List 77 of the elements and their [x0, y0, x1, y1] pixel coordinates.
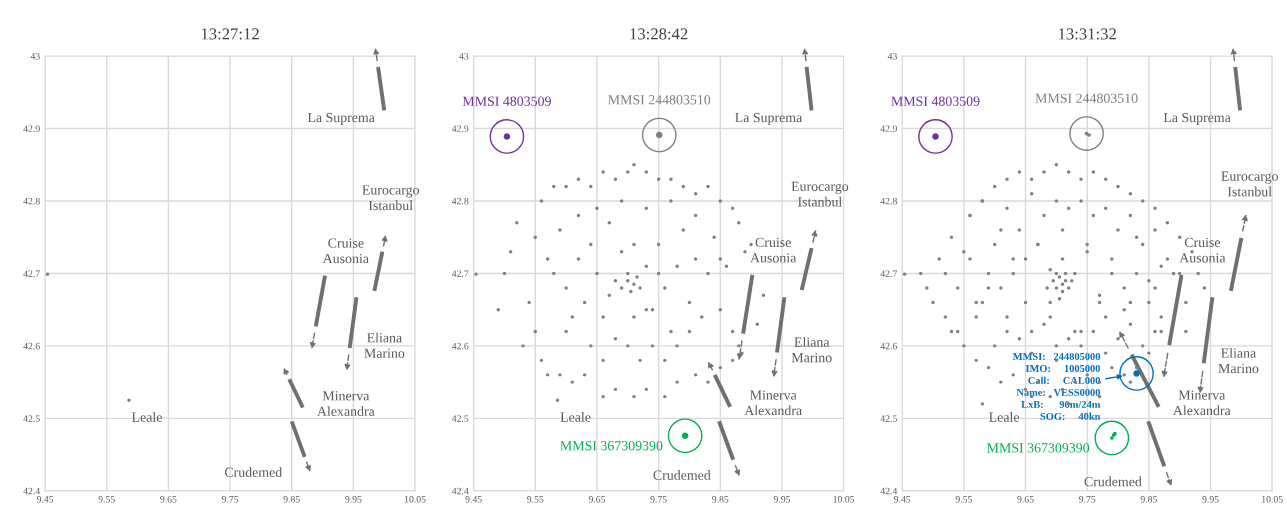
series-label: MMSI 4803509	[462, 96, 551, 106]
y-tick-label: 42.4	[880, 487, 898, 495]
x-tick-label: 9.65	[1017, 496, 1034, 503]
chart-title: 13:31:32	[1059, 28, 1116, 40]
y-tick-label: 42.9	[880, 125, 897, 133]
annotation: Leale	[560, 412, 591, 422]
annotation: Eurocargo Istanbul	[791, 181, 849, 207]
annotation: La Suprema	[735, 112, 803, 126]
point	[641, 117, 677, 153]
y-tick-label: 42.7	[451, 270, 469, 277]
x-tick-label: 9.65	[588, 496, 606, 503]
y-tick-label: 43	[30, 52, 40, 60]
y-tick-label: 42.5	[451, 415, 469, 422]
annotation: Minerva Alexandra	[317, 391, 375, 416]
point	[1119, 356, 1154, 391]
x-tick-label: 9.65	[160, 496, 177, 503]
point	[918, 119, 953, 154]
point	[489, 119, 525, 154]
x-tick-label: 9.85	[1140, 496, 1157, 503]
y-tick-label: 42.7	[880, 270, 898, 277]
x-tick-label: 9.45	[893, 496, 911, 503]
annotation: Crudemed	[1084, 476, 1142, 487]
annotation: Eliana Marino	[364, 332, 405, 358]
annotation: Eliana Marino	[1218, 347, 1259, 374]
chart-title: 13:28:42	[630, 28, 688, 40]
annotation: Crudemed	[224, 467, 283, 477]
series-label: MMSI 4803509	[891, 96, 980, 106]
x-tick-label: 9.75	[221, 496, 239, 503]
y-tick-label: 42.9	[451, 125, 469, 133]
x-tick-label: 9.55	[98, 496, 115, 503]
chart-title: 13:27:12	[201, 28, 259, 40]
y-tick-label: 42.6	[880, 342, 898, 350]
y-tick-label: 42.9	[23, 125, 40, 133]
annotation: La Suprema	[307, 112, 375, 126]
annotation: Crudemed	[653, 470, 711, 480]
y-tick-label: 42.8	[23, 197, 40, 205]
annotation: Eliana Marino	[791, 337, 832, 363]
y-tick-label: 42.8	[880, 197, 897, 205]
series-label: MMSI 244803510	[1035, 93, 1138, 103]
x-tick-label: 9.75	[650, 496, 667, 503]
x-tick-label: 9.45	[36, 496, 54, 503]
x-tick-label: 9.45	[465, 496, 482, 503]
y-tick-label: 42.4	[451, 487, 469, 495]
y-tick-label: 43	[887, 52, 897, 60]
y-tick-label: 42.6	[451, 342, 469, 350]
x-tick-label: 9.85	[712, 496, 729, 503]
x-tick-label: 9.95	[345, 496, 362, 503]
annotation: Leale	[131, 412, 162, 422]
y-tick-label: 42.5	[880, 415, 897, 422]
annotation: Eurocargo Istanbul	[362, 185, 419, 211]
y-tick-label: 42.4	[23, 487, 41, 495]
x-tick-label: 9.95	[1202, 496, 1219, 503]
annotation: Cruise Ausonia	[750, 237, 797, 263]
y-tick-label: 42.8	[451, 197, 469, 205]
x-tick-label: 10.05	[833, 496, 855, 503]
annotation: Eurocargo Istanbul	[1221, 171, 1278, 197]
x-tick-label: 9.55	[527, 496, 544, 503]
x-tick-label: 10.05	[404, 496, 426, 503]
y-tick-label: 43	[459, 52, 469, 60]
annotation: Cruise Ausonia	[322, 238, 369, 264]
series-label: MMSI 367309390	[560, 441, 663, 451]
point	[667, 418, 703, 454]
annotation: Cruise Ausonia	[1179, 237, 1226, 263]
annotation: Minerva Alexandra	[744, 390, 802, 416]
series-label: MMSI 244803510	[608, 95, 711, 105]
series-label: MMSI 367309390	[987, 443, 1090, 453]
annotation: La Suprema	[1163, 112, 1231, 126]
x-tick-label: 9.85	[283, 496, 300, 503]
x-tick-label: 10.05	[1262, 496, 1283, 503]
annotation: Leale	[989, 412, 1020, 422]
y-tick-label: 42.6	[23, 342, 40, 350]
x-tick-label: 9.95	[773, 496, 791, 503]
x-tick-label: 9.75	[1079, 496, 1096, 503]
x-tick-label: 9.55	[955, 496, 972, 503]
y-tick-label: 42.5	[23, 415, 40, 422]
y-tick-label: 42.7	[23, 270, 40, 277]
annotation: Minerva Alexandra	[1173, 390, 1231, 416]
